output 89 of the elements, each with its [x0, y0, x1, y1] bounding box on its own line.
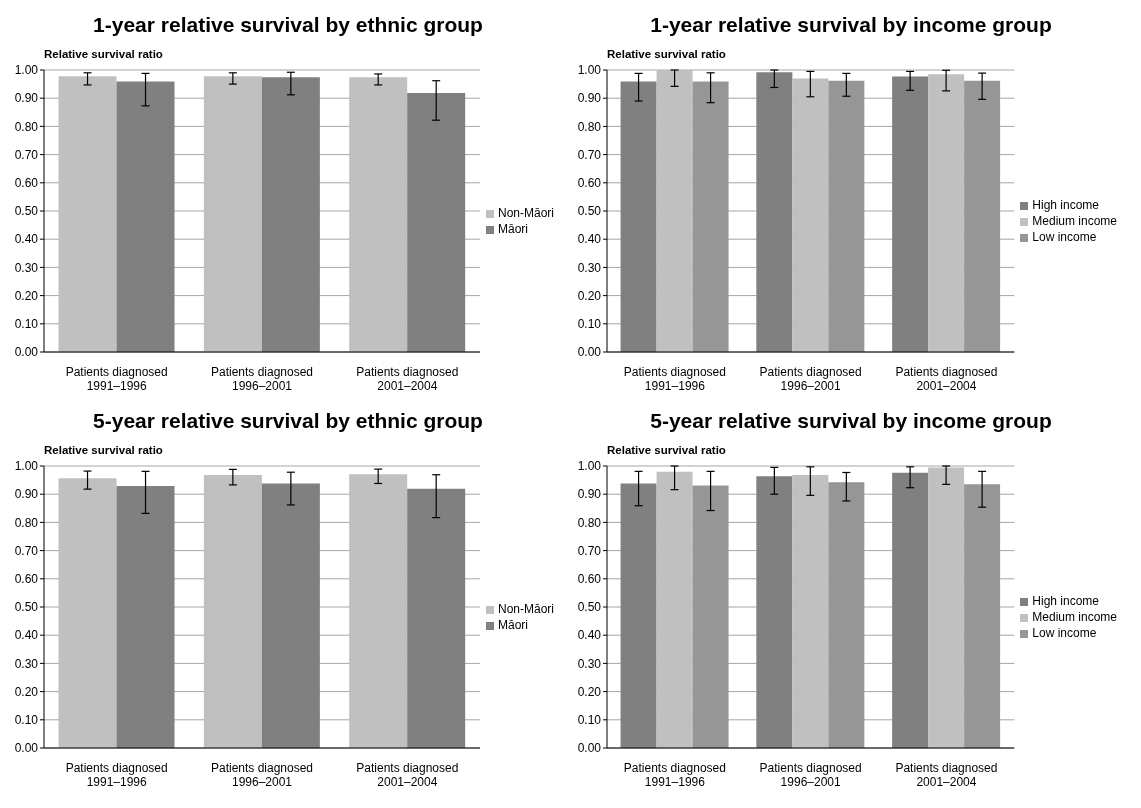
y-tick-label: 0.70 — [577, 543, 602, 558]
y-tick-label: 0.30 — [577, 656, 602, 671]
y-tick-label: 0.80 — [14, 119, 39, 134]
y-axis-title: Relative survival ratio — [607, 48, 726, 60]
bar — [756, 476, 793, 748]
y-tick-label: 0.90 — [577, 487, 602, 502]
y-tick-label: 1.00 — [577, 63, 602, 78]
y-tick-label: 0.20 — [14, 684, 39, 699]
bar — [692, 485, 729, 748]
y-tick-label: 0.40 — [14, 232, 39, 247]
x-tick-label: Patients diagnosed 2001–2004 — [895, 365, 998, 393]
y-tick-label: 0.80 — [14, 515, 39, 530]
bar — [407, 93, 466, 352]
chart-title: 1-year relative survival by ethnic group — [92, 12, 484, 38]
bar — [261, 77, 320, 352]
x-tick-label: Patients diagnosed 1991–1996 — [65, 761, 168, 789]
bar — [656, 471, 693, 748]
y-tick-label: 0.00 — [577, 741, 602, 756]
y-tick-label: 0.60 — [577, 176, 602, 191]
bar — [203, 76, 262, 352]
x-tick-label: Patients diagnosed 2001–2004 — [895, 761, 998, 789]
y-tick-label: 0.00 — [14, 345, 39, 360]
y-tick-label: 1.00 — [14, 459, 39, 474]
y-tick-label: 0.60 — [14, 176, 39, 191]
x-tick-label: Patients diagnosed 1996–2001 — [210, 365, 314, 393]
y-tick-label: 0.30 — [14, 656, 39, 671]
y-tick-label: 0.70 — [14, 543, 39, 558]
y-tick-label: 0.50 — [577, 600, 602, 615]
y-tick-label: 0.40 — [577, 232, 602, 247]
legend-label: Low income — [1032, 626, 1097, 640]
y-tick-label: 0.90 — [14, 91, 39, 106]
y-tick-label: 0.10 — [14, 317, 39, 332]
y-tick-label: 0.30 — [577, 260, 602, 275]
y-tick-label: 0.50 — [577, 204, 602, 219]
x-tick-label: Patients diagnosed 1996–2001 — [210, 761, 314, 789]
y-tick-label: 0.40 — [14, 628, 39, 643]
bar — [892, 472, 929, 748]
y-tick-label: 0.10 — [577, 317, 602, 332]
bar — [349, 77, 408, 352]
legend-label: Medium income — [1032, 214, 1117, 228]
legend-label: Non-Māori — [497, 602, 554, 616]
chart-title: 1-year relative survival by income group — [649, 12, 1053, 38]
y-tick-label: 0.10 — [577, 713, 602, 728]
legend-label: Non-Māori — [497, 206, 554, 220]
bar — [620, 483, 657, 748]
y-tick-label: 0.20 — [14, 288, 39, 303]
y-tick-label: 0.80 — [577, 119, 602, 134]
x-tick-label: Patients diagnosed 1991–1996 — [623, 365, 726, 393]
y-axis-title: Relative survival ratio — [44, 48, 163, 60]
x-tick-label: Patients diagnosed 1991–1996 — [623, 761, 726, 789]
bar — [964, 484, 1001, 748]
y-tick-label: 0.30 — [14, 260, 39, 275]
y-tick-label: 0.60 — [14, 572, 39, 587]
y-axis-title: Relative survival ratio — [44, 444, 163, 456]
y-tick-label: 0.90 — [577, 91, 602, 106]
bar — [58, 76, 117, 352]
y-tick-label: 0.00 — [577, 345, 602, 360]
bar — [828, 482, 865, 748]
y-tick-label: 0.50 — [14, 204, 39, 219]
bar — [792, 475, 829, 748]
y-axis-title: Relative survival ratio — [607, 444, 726, 456]
chart-title: 5-year relative survival by ethnic group — [92, 408, 484, 434]
legend-label: High income — [1032, 198, 1099, 212]
x-tick-label: Patients diagnosed 1996–2001 — [759, 761, 862, 789]
x-tick-label: Patients diagnosed 1996–2001 — [759, 365, 862, 393]
legend-label: Māori — [497, 222, 528, 236]
x-tick-label: Patients diagnosed 2001–2004 — [356, 365, 459, 393]
y-tick-label: 0.90 — [14, 487, 39, 502]
x-tick-label: Patients diagnosed 2001–2004 — [356, 761, 459, 789]
x-tick-label: Patients diagnosed 1991–1996 — [65, 365, 168, 393]
y-tick-label: 0.80 — [577, 515, 602, 530]
chart-title: 5-year relative survival by income group — [649, 408, 1053, 434]
y-tick-label: 0.70 — [14, 147, 39, 162]
y-tick-label: 0.50 — [14, 600, 39, 615]
y-tick-label: 0.20 — [577, 288, 602, 303]
bar — [116, 81, 175, 352]
y-tick-label: 0.70 — [577, 147, 602, 162]
y-tick-label: 0.40 — [577, 628, 602, 643]
legend-label: Low income — [1032, 230, 1097, 244]
bar — [928, 467, 965, 748]
y-tick-label: 0.60 — [577, 572, 602, 587]
y-tick-label: 0.10 — [14, 713, 39, 728]
y-tick-label: 1.00 — [577, 459, 602, 474]
y-tick-label: 0.00 — [14, 741, 39, 756]
legend-label: High income — [1032, 594, 1099, 608]
legend-label: Medium income — [1032, 610, 1117, 624]
y-tick-label: 0.20 — [577, 684, 602, 699]
legend-label: Māori — [497, 618, 528, 632]
y-tick-label: 1.00 — [14, 63, 39, 78]
